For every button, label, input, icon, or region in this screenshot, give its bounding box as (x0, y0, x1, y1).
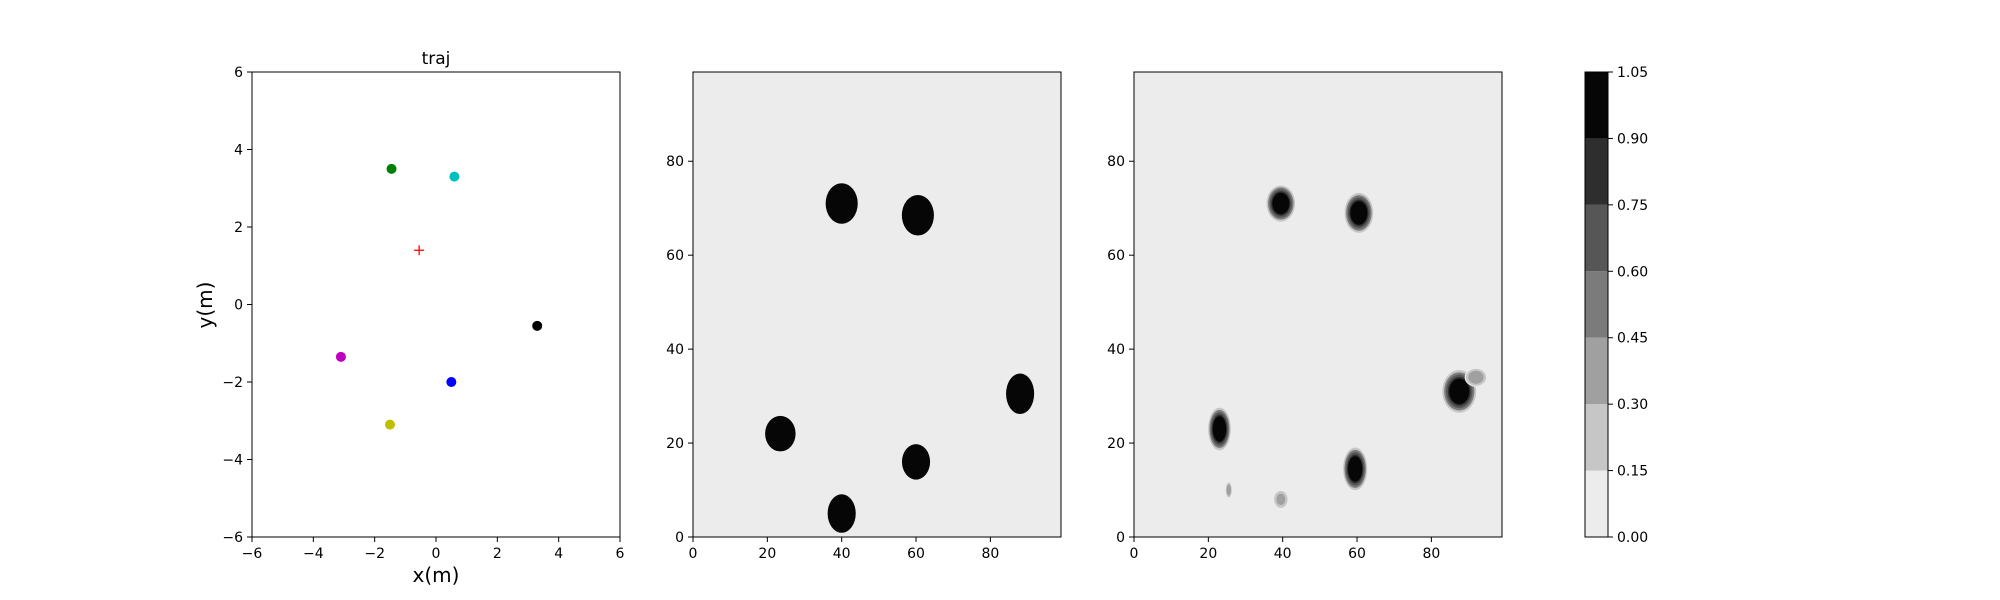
heatmap-2-ytick-label: 60 (1107, 248, 1125, 264)
heatmap-1-ytick-label: 40 (666, 342, 684, 358)
traj-ytick-label: −2 (222, 375, 243, 391)
traj-point (385, 419, 395, 430)
traj-ytick-label: 6 (234, 65, 243, 81)
heatmap-1-blob (901, 444, 931, 480)
traj-xtick-label: 0 (432, 546, 441, 562)
traj-title: traj (422, 49, 451, 69)
colorbar-frame (1584, 71, 1609, 538)
heatmap-1-ytick-label: 20 (666, 436, 684, 452)
heatmap-2-blob (1266, 185, 1296, 222)
heatmap-2-blob (1225, 480, 1233, 500)
traj-point (335, 351, 346, 362)
traj-ytick-label: −4 (222, 453, 243, 469)
traj-xtick-label: 2 (493, 546, 502, 562)
colorbar-segment (1585, 271, 1608, 338)
traj-xtick-label: 4 (554, 546, 563, 562)
heatmap-1-plot-area (692, 71, 1062, 538)
heatmap-2-axis-ticks: 0 20 40 60 80 0 20 40 60 80 (1107, 154, 1440, 562)
colorbar-segment (1585, 337, 1608, 405)
traj-ytick-label: 0 (234, 298, 243, 314)
heatmap-2-ytick-label: 80 (1107, 154, 1125, 170)
traj-ytick-label: 2 (234, 220, 243, 236)
heatmap-2-blobs (1208, 185, 1488, 509)
heatmap-1-xtick-label: 60 (907, 546, 925, 562)
heatmap-1-ytick-label: 60 (666, 248, 684, 264)
heatmap-1-blob (1006, 373, 1035, 415)
heatmap-2-blob (1344, 192, 1374, 233)
heatmap-1-blob (825, 183, 858, 224)
traj-point (446, 377, 457, 387)
traj-xtick-label: 6 (616, 546, 625, 562)
heatmap-2-plot-area (1133, 71, 1503, 538)
traj-ylabel: y(m) (193, 282, 217, 329)
colorbar-segment (1585, 404, 1608, 471)
heatmap-2-blob (1208, 407, 1231, 451)
heatmap-2-xtick-label: 60 (1348, 546, 1366, 562)
heatmap-1-axis-ticks: 0 20 40 60 80 0 20 40 60 80 (666, 154, 999, 562)
traj-xtick-label: −2 (364, 546, 385, 562)
heatmap-1-xtick-label: 0 (689, 546, 698, 562)
traj-points (335, 163, 543, 430)
heatmap-2-blob (1343, 447, 1368, 491)
colorbar-tick-label: 0.45 (1617, 331, 1648, 347)
heatmap-2-blob (1273, 489, 1289, 509)
colorbar-tick-label: 0.60 (1617, 264, 1648, 280)
heatmap-1-blobs (765, 183, 1035, 533)
heatmap-2-blob (1464, 367, 1488, 387)
heatmap-1-xtick-label: 80 (981, 546, 999, 562)
traj-point (532, 320, 543, 331)
heatmap-2-xtick-label: 20 (1199, 546, 1217, 562)
colorbar-segment (1585, 204, 1608, 272)
traj-ytick-label: 4 (234, 143, 243, 159)
colorbar-tick-label: 0.00 (1617, 530, 1648, 546)
colorbar-tick-label: 1.05 (1617, 65, 1648, 81)
traj-xtick-label: −6 (242, 546, 263, 562)
colorbar: 0.00 0.15 0.30 0.45 0.60 0.75 0.90 1.05 (1584, 65, 1648, 546)
colorbar-segment (1585, 470, 1608, 537)
heatmap-1-blob (827, 494, 856, 533)
traj-xlabel: x(m) (413, 563, 460, 587)
heatmap-1-xtick-label: 20 (758, 546, 776, 562)
heatmap-2-xtick-label: 40 (1274, 546, 1292, 562)
colorbar-tick-label: 0.15 (1617, 464, 1648, 480)
trajectory-panel: traj −6 −4 −2 0 2 4 6 −6 −4 −2 0 2 4 6 x(m) y(m) (193, 49, 625, 587)
colorbar-segment (1585, 138, 1608, 205)
traj-point (449, 171, 460, 182)
traj-axis-ticks: −6 −4 −2 0 2 4 6 −6 −4 −2 0 2 4 6 (222, 65, 624, 562)
heatmap-2-xtick-label: 0 (1130, 546, 1139, 562)
heatmap-2-ytick-label: 20 (1107, 436, 1125, 452)
colorbar-tick-label: 0.30 (1617, 397, 1648, 413)
heatmap-panel-1: 0 20 40 60 80 0 20 40 60 80 (666, 71, 1062, 562)
traj-target-marker (414, 245, 425, 256)
heatmap-panel-2: 0 20 40 60 80 0 20 40 60 80 (1107, 71, 1503, 562)
heatmap-1-ytick-label: 0 (675, 530, 684, 546)
traj-plot-area (251, 71, 621, 538)
heatmap-1-blob (765, 415, 796, 452)
traj-point (386, 163, 397, 174)
heatmap-1-blob (901, 194, 934, 236)
colorbar-segment (1585, 72, 1608, 139)
heatmap-2-ytick-label: 40 (1107, 342, 1125, 358)
heatmap-2-xtick-label: 80 (1422, 546, 1440, 562)
colorbar-tick-label: 0.90 (1617, 131, 1648, 147)
traj-xtick-label: −4 (303, 546, 324, 562)
heatmap-1-xtick-label: 40 (833, 546, 851, 562)
traj-ytick-label: −6 (222, 530, 243, 546)
colorbar-tick-label: 0.75 (1617, 198, 1648, 214)
heatmap-1-ytick-label: 80 (666, 154, 684, 170)
heatmap-2-ytick-label: 0 (1116, 530, 1125, 546)
